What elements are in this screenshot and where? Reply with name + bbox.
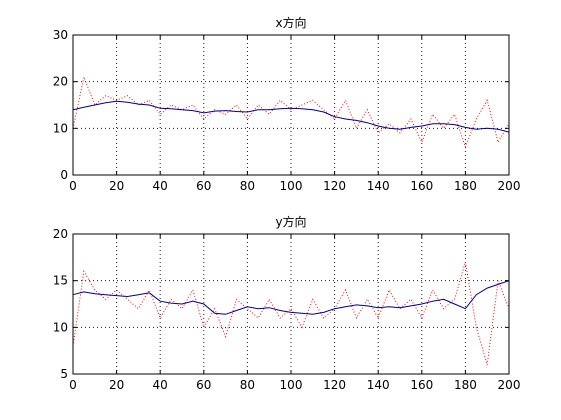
x-tick-label: 180 — [454, 378, 477, 392]
x-tick-label: 140 — [367, 179, 390, 193]
x-tick-label: 200 — [498, 179, 521, 193]
x-tick-label: 0 — [69, 179, 77, 193]
y-tick-label: 30 — [53, 28, 68, 42]
y-tick-label: 15 — [53, 274, 68, 288]
x-tick-label: 100 — [280, 179, 303, 193]
chart-title: x方向 — [275, 15, 306, 30]
x-tick-label: 140 — [367, 378, 390, 392]
y-tick-label: 10 — [53, 121, 68, 135]
x-tick-label: 60 — [196, 179, 211, 193]
x-tick-label: 180 — [454, 179, 477, 193]
x-tick-label: 20 — [109, 179, 124, 193]
series-line-measured — [72, 75, 510, 149]
x-tick-label: 200 — [498, 378, 521, 392]
x-tick-label: 120 — [323, 179, 346, 193]
x-tick-label: 40 — [153, 378, 168, 392]
x-tick-label: 120 — [323, 378, 346, 392]
subplot-x-direction: 0 20 40 60 80 100 120 140 160 180 200 0 10 20 30 x方向 — [53, 15, 521, 193]
x-tick-label: 40 — [153, 179, 168, 193]
x-tick-label: 80 — [240, 179, 255, 193]
x-tick-label: 0 — [69, 378, 77, 392]
y-tick-label: 0 — [60, 168, 68, 182]
series-line-filtered — [72, 100, 510, 133]
x-tick-label: 100 — [280, 378, 303, 392]
series-line-filtered — [72, 280, 510, 315]
x-tick-label: 20 — [109, 378, 124, 392]
chart-title: y方向 — [275, 214, 306, 229]
y-tick-label: 10 — [53, 320, 68, 334]
y-tick-label: 20 — [53, 227, 68, 241]
x-tick-label: 160 — [410, 378, 433, 392]
subplot-y-direction: 0 20 40 60 80 100 120 140 160 180 200 5 10 15 20 y方向 — [53, 214, 521, 392]
y-tick-label: 5 — [60, 367, 68, 381]
series-line-measured — [72, 261, 510, 365]
x-tick-label: 60 — [196, 378, 211, 392]
y-tick-label: 20 — [53, 75, 68, 89]
x-tick-label: 160 — [410, 179, 433, 193]
x-tick-label: 80 — [240, 378, 255, 392]
